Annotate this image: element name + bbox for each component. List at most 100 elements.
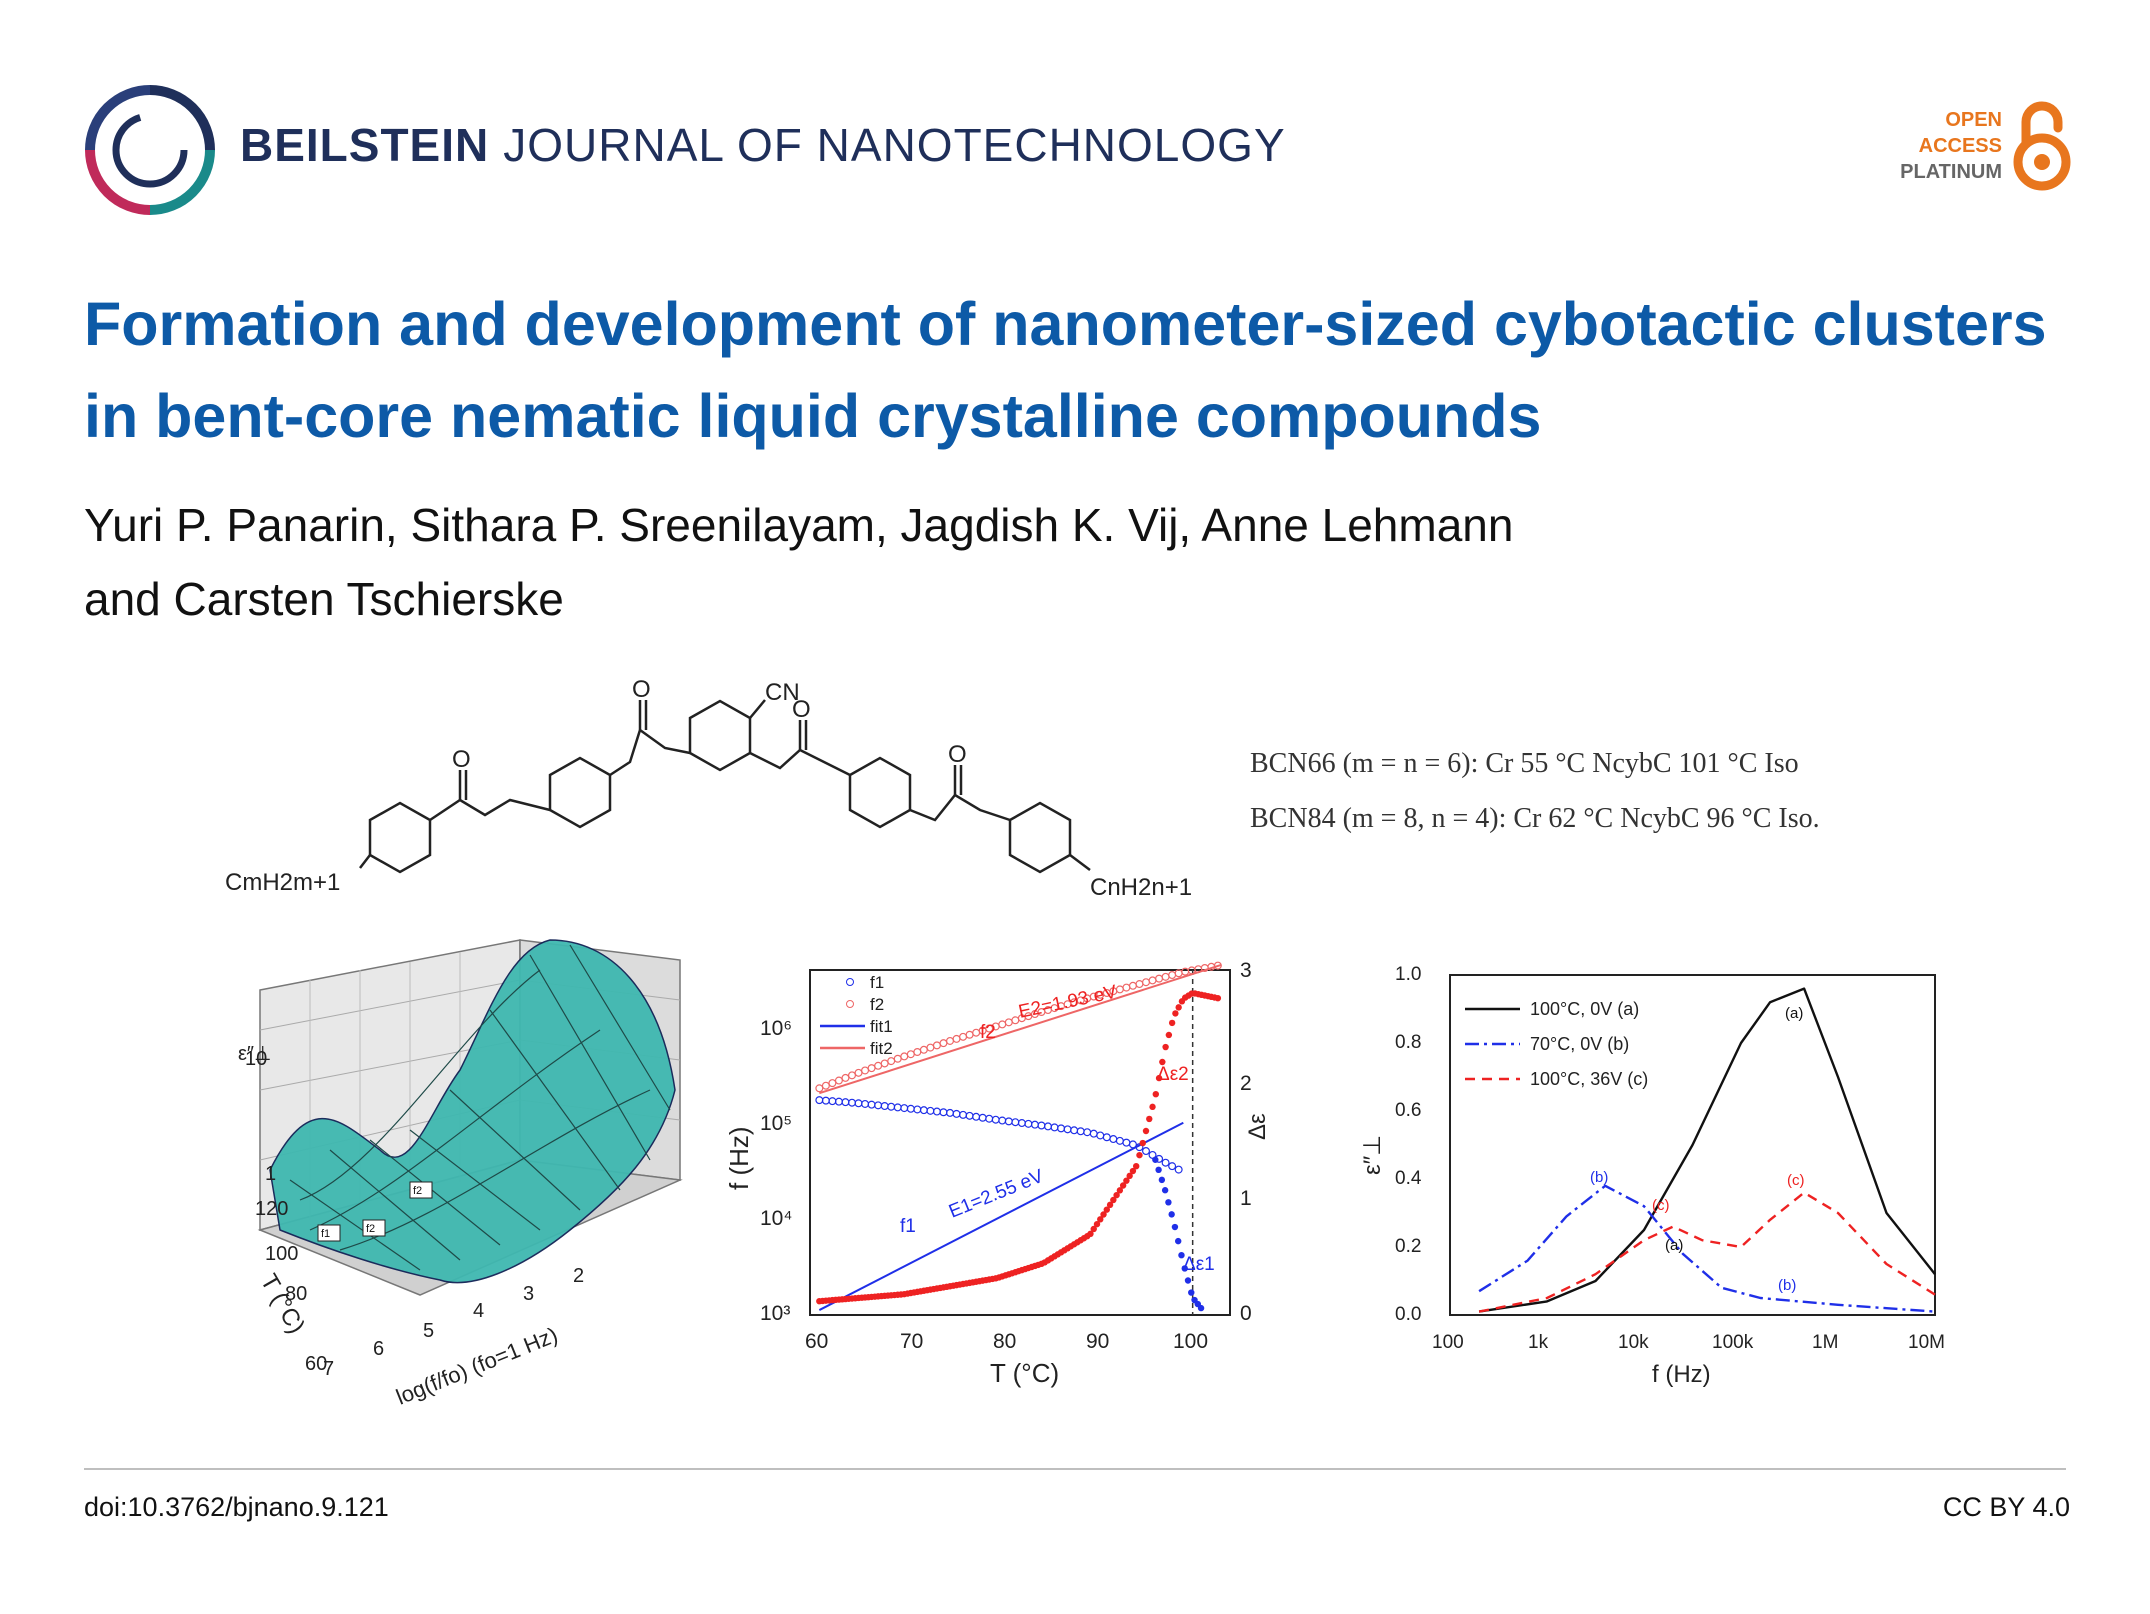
chemical-structure bbox=[359, 699, 1091, 874]
loss-peak-a-main: (a) bbox=[1785, 1005, 1803, 1022]
arr-delta-eps2-point bbox=[1097, 1216, 1104, 1223]
arr-f1-point bbox=[1030, 1120, 1039, 1129]
arr-f2-point bbox=[1168, 971, 1177, 980]
arr-f1-point bbox=[1135, 1143, 1144, 1152]
arr-delta-eps2-point bbox=[1172, 1010, 1179, 1017]
arr-delta-eps2-point bbox=[1133, 1162, 1140, 1170]
arr-fit2-line bbox=[819, 964, 1221, 1095]
arr-delta-eps1-point bbox=[1181, 1265, 1188, 1272]
carbonyl-o-1: O bbox=[452, 746, 471, 773]
arr-f1-point bbox=[952, 1109, 961, 1118]
compound-descriptions: BCN66 (m = n = 6): Cr 55 °C NcybC 101 °C… bbox=[1250, 748, 1820, 834]
arr-f2-point bbox=[880, 1059, 889, 1068]
arr-delta-eps1-point bbox=[1165, 1199, 1172, 1206]
arr-f1-point bbox=[1102, 1133, 1111, 1142]
arr-x-tick-70: 70 bbox=[900, 1330, 923, 1353]
arr-f1-point bbox=[959, 1110, 968, 1119]
surface-x-label: log(f/fo) (fo=1 Hz) bbox=[393, 1322, 562, 1410]
surface-x-tick-5: 5 bbox=[423, 1320, 434, 1342]
surface-y-tick-100: 100 bbox=[265, 1243, 298, 1265]
arr-f2-point bbox=[939, 1039, 948, 1048]
arr-f1-point bbox=[854, 1099, 863, 1108]
arr-f2-point bbox=[1213, 961, 1222, 970]
arr-delta-eps2-point bbox=[1139, 1139, 1146, 1147]
arr-delta-eps1-point bbox=[1184, 1277, 1192, 1284]
loss-x-tick-1m: 1M bbox=[1812, 1332, 1838, 1353]
arr-delta-eps2-point bbox=[1146, 1115, 1153, 1123]
article-title: Formation and development of nanometer-s… bbox=[84, 290, 2047, 450]
loss-legend-a: 100°C, 0V (a) bbox=[1530, 999, 1639, 1019]
surface-z-label: ε″⊥ bbox=[238, 1043, 271, 1065]
surface-x-tick-4: 4 bbox=[473, 1300, 484, 1322]
loss-y-tick-4: 0.8 bbox=[1395, 1032, 1421, 1053]
arr-f1-point bbox=[861, 1099, 870, 1108]
arr-y2-tick-0: 0 bbox=[1240, 1302, 1252, 1325]
compound-bcn84: BCN84 (m = 8, n = 4): Cr 62 °C NcybC 96 … bbox=[1250, 803, 1820, 834]
loss-x-tick-100k: 100k bbox=[1712, 1332, 1754, 1353]
arr-f1-point bbox=[1011, 1118, 1020, 1127]
loss-y-tick-3: 0.6 bbox=[1395, 1100, 1421, 1121]
right-chain-label: CnH2n+1 bbox=[1090, 874, 1192, 901]
arr-f1-point bbox=[1128, 1140, 1137, 1149]
arr-delta-eps1-point bbox=[1155, 1166, 1162, 1174]
loss-y-label: ε″⊥ bbox=[1359, 1135, 1386, 1175]
arr-f1-point bbox=[1017, 1119, 1026, 1128]
arr-f1-point bbox=[985, 1114, 994, 1123]
loss-series-line-b bbox=[1478, 1184, 1936, 1313]
arr-f1-point bbox=[828, 1097, 837, 1106]
arr-f2-point bbox=[998, 1020, 1007, 1029]
arr-delta-eps2-point bbox=[1116, 1187, 1124, 1194]
arr-delta-eps1-point bbox=[1171, 1223, 1179, 1231]
arr-f1-point bbox=[867, 1100, 876, 1109]
arr-f2-point bbox=[1141, 978, 1150, 987]
arr-f1-point bbox=[991, 1115, 1000, 1124]
arr-legend-f1-marker bbox=[846, 978, 854, 986]
arr-delta-eps2-point bbox=[1136, 1151, 1143, 1159]
arr-delta-eps1-point bbox=[1175, 1237, 1182, 1245]
arr-delta-eps2-point bbox=[1165, 1031, 1173, 1039]
arr-f1-point bbox=[1174, 1165, 1183, 1174]
journal-name-rest: JOURNAL OF NANOTECHNOLOGY bbox=[503, 119, 1286, 171]
arr-f1-point bbox=[1063, 1125, 1072, 1134]
arr-delta-eps2-point bbox=[1126, 1172, 1133, 1180]
arr-f1-point bbox=[1096, 1131, 1105, 1140]
journal-name: BEILSTEIN JOURNAL OF NANOTECHNOLOGY bbox=[240, 118, 1286, 172]
surface-z-tick-1: 1 bbox=[265, 1163, 276, 1185]
loss-series-line-a bbox=[1478, 987, 1936, 1313]
surface-marker-f1: f1 bbox=[321, 1228, 330, 1240]
loss-legend-c: 100°C, 36V (c) bbox=[1530, 1069, 1648, 1089]
footer-divider bbox=[84, 1468, 2066, 1470]
arr-f1-point bbox=[1141, 1147, 1150, 1156]
arr-annot-e2: E2=1.93 eV bbox=[1017, 982, 1119, 1023]
arr-f2-point bbox=[965, 1030, 974, 1039]
surface-marker-f2b: f2 bbox=[413, 1185, 422, 1197]
arr-f2-point bbox=[1115, 985, 1124, 994]
arr-f1-point bbox=[1043, 1122, 1052, 1131]
arr-x-tick-80: 80 bbox=[993, 1330, 1016, 1353]
arr-f2-point bbox=[1004, 1018, 1013, 1027]
arr-delta-eps2-point bbox=[1087, 1230, 1094, 1238]
arr-f1-point bbox=[1115, 1136, 1124, 1145]
arr-delta-eps2-point bbox=[1110, 1196, 1117, 1204]
loss-peak-b-main: (b) bbox=[1590, 1169, 1608, 1186]
arr-f2-point bbox=[887, 1057, 896, 1066]
arr-delta-eps2-point bbox=[1152, 1091, 1159, 1098]
authors-line-2: and Carsten Tschierske bbox=[84, 573, 564, 625]
arr-delta-eps2-point bbox=[1113, 1191, 1120, 1199]
loss-x-label: f (Hz) bbox=[1652, 1361, 1711, 1388]
arr-f1-point bbox=[1004, 1117, 1013, 1126]
arr-f1-point bbox=[1037, 1121, 1046, 1130]
arr-f2-point bbox=[815, 1084, 824, 1093]
carbonyl-o-4: O bbox=[948, 741, 967, 768]
arr-f1-point bbox=[1050, 1123, 1059, 1132]
arr-delta-eps1-point bbox=[1161, 1187, 1169, 1194]
badge-line-access: ACCESS bbox=[1918, 135, 2002, 157]
surface-plot-3d: f1 f2 f2 ε″⊥ 10 1 120 100 80 60 T (°C) 7… bbox=[238, 939, 683, 1410]
arr-f2-point bbox=[926, 1043, 935, 1052]
arr-legend-f2: f2 bbox=[870, 995, 884, 1014]
arr-f2-point bbox=[828, 1079, 837, 1088]
surface-y-tick-120: 120 bbox=[255, 1198, 288, 1220]
arr-y-tick-6: 10⁶ bbox=[760, 1017, 792, 1040]
arr-f2-point bbox=[906, 1050, 915, 1059]
journal-logo-icon bbox=[85, 85, 215, 215]
